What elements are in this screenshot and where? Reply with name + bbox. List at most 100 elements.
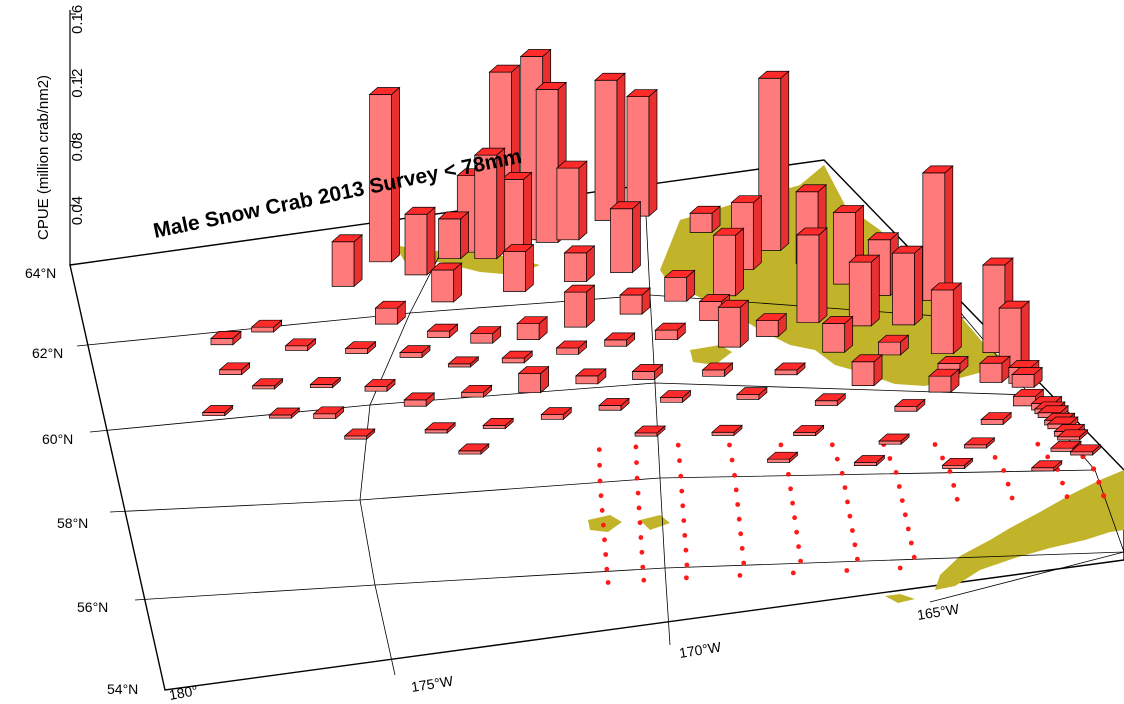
parallel-line [89,382,1031,433]
cpue-tick-label: 0.12 [69,69,86,98]
cpue-bar [701,362,734,378]
zero-catch-dot [634,460,639,465]
cpue-axis: 0.04 0.08 0.12 0.16 [69,5,86,265]
cpue-bar [574,368,607,385]
cpue-bar [757,70,790,252]
cpue-bar [594,72,626,222]
zero-catch-dot [911,554,917,560]
zero-catch-dot [1091,466,1096,472]
zero-catch-dot [735,502,741,507]
cpue-bar [331,233,364,288]
cpue-bar [482,417,515,430]
zero-catch-dot [603,552,609,557]
cpue-bar [399,344,431,359]
zero-catch-dot [597,478,603,484]
cpue-bar [517,365,550,394]
cpue-bar [851,353,884,387]
zero-catch-dot [951,483,957,488]
zero-catch-dot [738,531,744,537]
zero-catch-dot [778,442,784,448]
zero-catch-dot [677,458,682,464]
cpue-bar [469,325,502,344]
zero-catch-dot [847,513,853,519]
zero-catch-dot [636,505,642,511]
zero-catch-dot [741,560,747,566]
zero-catch-dot [737,573,743,578]
lon-tick-label: 170°W [678,638,723,661]
cpue-bar [1056,429,1089,441]
zero-catch-dot [640,564,646,570]
zero-catch-dot [683,547,689,553]
zero-catch-dot [681,518,687,523]
zero-catch-dot [633,444,639,450]
cpue-bar [766,451,799,464]
lat-tick-label: 62°N [32,345,63,361]
zero-catch-dot [842,485,848,490]
cpue-bar [501,350,534,364]
zero-catch-dot [947,469,953,474]
lon-tick-label: 175°W [410,672,455,695]
cpue-bar [928,368,960,393]
cpue-bar [921,165,954,302]
zero-catch-dot [605,580,611,585]
zero-catch-dot [829,442,835,448]
zero-catch-dot [1001,468,1007,473]
zero-catch-dot [1045,454,1051,460]
parallel-line [134,551,1124,601]
cpue-bar [626,88,658,217]
cpue-bar [343,428,376,440]
cpue-bar [619,287,652,315]
cpue-bar [755,312,788,338]
cpue-bar [1011,366,1044,389]
cpue-bar [251,377,284,390]
cpue-bar [309,376,342,389]
lat-tick-label: 56°N [77,599,108,615]
cpue-tick-label: 0.04 [69,196,86,225]
zero-catch-dot [684,562,690,568]
zero-catch-dot [852,542,858,548]
cpue-bars [201,48,1102,472]
cpue-bar [268,407,301,419]
cpue-tick-label: 0.16 [69,5,86,34]
cpue-bar [516,315,549,341]
cpue-bar [540,406,573,421]
cpue-bar [980,411,1013,426]
zero-catch-dot [732,472,737,478]
zero-catch-dot [850,528,855,533]
zero-catch-dot [798,558,803,564]
cpue-bar [603,332,636,347]
zero-catch-dot [733,487,739,493]
cpue-bar [447,356,480,368]
zero-catch-dot [905,526,911,532]
cpue-bar [893,398,926,413]
cpue-bar [712,227,745,297]
zero-catch-dot [638,535,644,540]
cpue-bar [634,425,666,437]
cpue-bar [814,392,847,407]
lat-tick-label: 64°N [25,265,56,281]
zero-catch-dot [680,503,686,509]
cpue-bar [941,457,974,470]
graticule [76,194,1124,676]
zero-catch-dot [855,556,860,562]
zero-catch-dot [727,442,732,448]
cpue-bar [201,404,234,417]
cpue-bar [654,322,687,341]
zero-catch-dot [788,486,793,492]
cpue-bar [312,406,345,420]
zero-catch-dot [790,570,796,576]
zero-catch-dot [639,549,645,555]
zero-catch-dot [932,442,938,447]
lat-tick-label: 54°N [107,681,138,697]
cpue-bar [457,443,490,455]
cpue-bar [563,284,596,328]
cpue-bar [659,389,692,404]
cpue-bar [821,315,854,353]
zero-catch-dot [1096,479,1102,485]
cpue-axis-label: CPUE (million crab/nm2) [35,75,52,240]
zero-catch-dot [1060,480,1065,486]
zero-catch-dot [897,565,903,571]
cpue-bar [792,424,825,437]
zero-catch-dot [729,457,735,463]
zero-catch-dot [1064,494,1070,500]
